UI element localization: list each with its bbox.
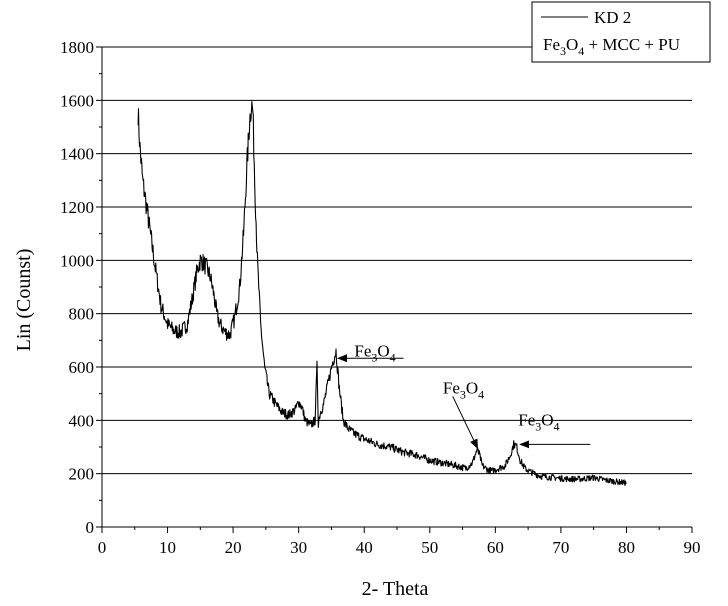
legend-composite-part-2: 3: [560, 44, 566, 58]
annotation-label-2: Fe3O4: [518, 411, 559, 434]
annotation-label-part: O: [541, 411, 553, 430]
x-tick-label: 70: [552, 538, 569, 557]
legend-composite-part-1: Fe: [543, 35, 560, 54]
gridlines: [102, 46, 692, 475]
tick-labels: 0 200 400 600 800 1000 1200 1400 1600 1800 0 10 20 30…: [60, 38, 701, 557]
y-tick-label: 1000: [60, 251, 94, 270]
y-tick-label: 0: [86, 518, 95, 537]
annotation-label-part: 3: [460, 388, 466, 402]
x-tick-label: 50: [421, 538, 438, 557]
y-tick-label: 200: [69, 465, 95, 484]
annotation-label-part: 3: [535, 420, 541, 434]
annotation-label-part: 3: [371, 350, 377, 364]
legend-composite-part-3: O: [566, 35, 578, 54]
annotation-label-part: Fe: [443, 379, 460, 398]
x-tick-label: 0: [98, 538, 107, 557]
y-axis-title: Lin (Counst): [13, 249, 35, 352]
annotation-label-part: Fe: [354, 341, 371, 360]
annotation-label-part: O: [466, 379, 478, 398]
y-tick-label: 1800: [60, 38, 94, 57]
y-tick-label: 600: [69, 358, 95, 377]
y-tick-label: 1400: [60, 145, 94, 164]
annotation-label-part: O: [377, 341, 389, 360]
legend-label-composite: Fe3O4 + MCC + PU: [543, 35, 680, 58]
y-tick-label: 1600: [60, 91, 94, 110]
annotation-label-part: Fe: [518, 411, 535, 430]
legend-composite-part-4: 4: [578, 44, 584, 58]
legend: KD 2 Fe3O4 + MCC + PU: [531, 1, 711, 63]
x-tick-label: 40: [356, 538, 373, 557]
x-tick-label: 90: [684, 538, 701, 557]
annotation-label-part: 4: [554, 420, 560, 434]
series-line-0: [137, 100, 627, 487]
x-tick-label: 60: [487, 538, 504, 557]
x-tick-label: 80: [618, 538, 635, 557]
legend-box: [531, 1, 711, 63]
x-tick-label: 30: [290, 538, 307, 557]
annotation-label-part: 4: [390, 350, 396, 364]
y-tick-label: 800: [69, 305, 95, 324]
series-layer: [137, 100, 627, 487]
annotation-label-0: Fe3O4: [354, 341, 395, 364]
axes: [96, 46, 693, 533]
x-tick-label: 20: [225, 538, 242, 557]
annotation-arrow-1: [452, 396, 479, 450]
legend-label-kd2: KD 2: [594, 8, 631, 27]
y-tick-label: 400: [69, 411, 95, 430]
legend-composite-part-5: + MCC + PU: [584, 35, 680, 54]
x-tick-label: 10: [159, 538, 176, 557]
x-axis-title: 2- Theta: [362, 578, 429, 600]
y-tick-label: 1200: [60, 198, 94, 217]
annotation-label-1: Fe3O4: [443, 379, 484, 402]
annotation-label-part: 4: [478, 388, 484, 402]
